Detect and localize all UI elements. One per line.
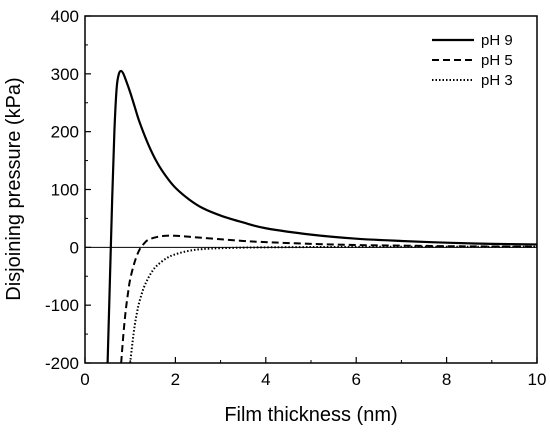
legend: pH 9 pH 5 pH 3	[432, 32, 513, 89]
y-tick-label: 100	[51, 181, 79, 200]
y-tick-label: 200	[51, 123, 79, 142]
legend-label-ph-5: pH 5	[481, 52, 513, 69]
y-tick-label: 0	[70, 238, 79, 257]
y-tick-label: -100	[45, 296, 79, 315]
y-tick-label: 300	[51, 65, 79, 84]
tick-layer: 0 2 4 6 8 10 -200 -100 0 100 200 300 400	[45, 7, 546, 389]
series-line-ph-5	[120, 234, 538, 364]
x-tick-label: 6	[351, 370, 360, 389]
legend-label-ph-9: pH 9	[481, 32, 513, 49]
legend-label-ph-3: pH 3	[481, 72, 513, 89]
x-axis-title: Film thickness (nm)	[224, 404, 397, 426]
series-layer	[106, 69, 538, 364]
plot-frame	[84, 15, 538, 364]
series-line-ph-3	[129, 245, 537, 364]
x-tick-label: 2	[171, 370, 180, 389]
y-tick-label: -200	[45, 354, 79, 373]
x-tick-label: 0	[80, 370, 89, 389]
series-line-ph-9	[106, 69, 538, 364]
y-axis-title: Disjoining pressure (kPa)	[3, 77, 25, 300]
x-tick-label: 8	[442, 370, 451, 389]
y-tick-label: 400	[51, 7, 79, 26]
x-tick-label: 4	[261, 370, 270, 389]
x-tick-label: 10	[528, 370, 547, 389]
